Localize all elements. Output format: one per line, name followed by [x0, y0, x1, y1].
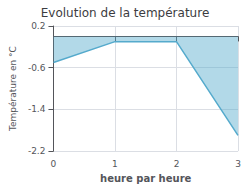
- svg-text:Température en °C: Température en °C: [8, 46, 18, 132]
- svg-text:1: 1: [112, 159, 118, 169]
- svg-text:-2.2: -2.2: [28, 146, 46, 156]
- svg-text:heure par heure: heure par heure: [100, 173, 191, 184]
- svg-text:0.2: 0.2: [31, 21, 45, 31]
- svg-text:3: 3: [235, 159, 241, 169]
- svg-text:Evolution de la température: Evolution de la température: [41, 6, 210, 20]
- svg-text:0: 0: [51, 159, 57, 169]
- svg-text:-1.4: -1.4: [28, 104, 46, 114]
- svg-text:-0.6: -0.6: [28, 63, 46, 73]
- svg-text:2: 2: [174, 159, 180, 169]
